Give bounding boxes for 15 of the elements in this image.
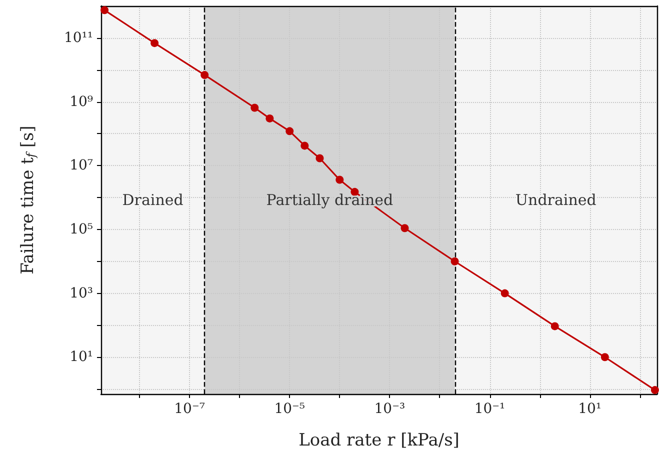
y-tick-label: 10⁷ bbox=[70, 158, 94, 174]
band-label: Undrained bbox=[515, 191, 597, 209]
x-tick-label: 10⁻¹ bbox=[474, 401, 506, 417]
y-tick-label: 10¹¹ bbox=[64, 30, 93, 46]
y-tick-label: 10¹ bbox=[70, 349, 93, 366]
x-axis-title: Load rate r [kPa/s] bbox=[298, 430, 460, 450]
x-tick-label: 10¹ bbox=[578, 401, 602, 417]
y-axis-title: Failure time tf [s] bbox=[18, 126, 38, 274]
y-tick-label: 10³ bbox=[70, 285, 93, 302]
y-tick-label: 10⁵ bbox=[70, 221, 94, 238]
y-tick-label: 10⁹ bbox=[70, 94, 94, 110]
x-tick-label: 10⁻⁵ bbox=[274, 401, 306, 417]
x-tick-label: 10⁻³ bbox=[374, 401, 406, 417]
x-tick-label: 10⁻⁷ bbox=[174, 401, 206, 417]
band-label: Drained bbox=[122, 191, 184, 209]
